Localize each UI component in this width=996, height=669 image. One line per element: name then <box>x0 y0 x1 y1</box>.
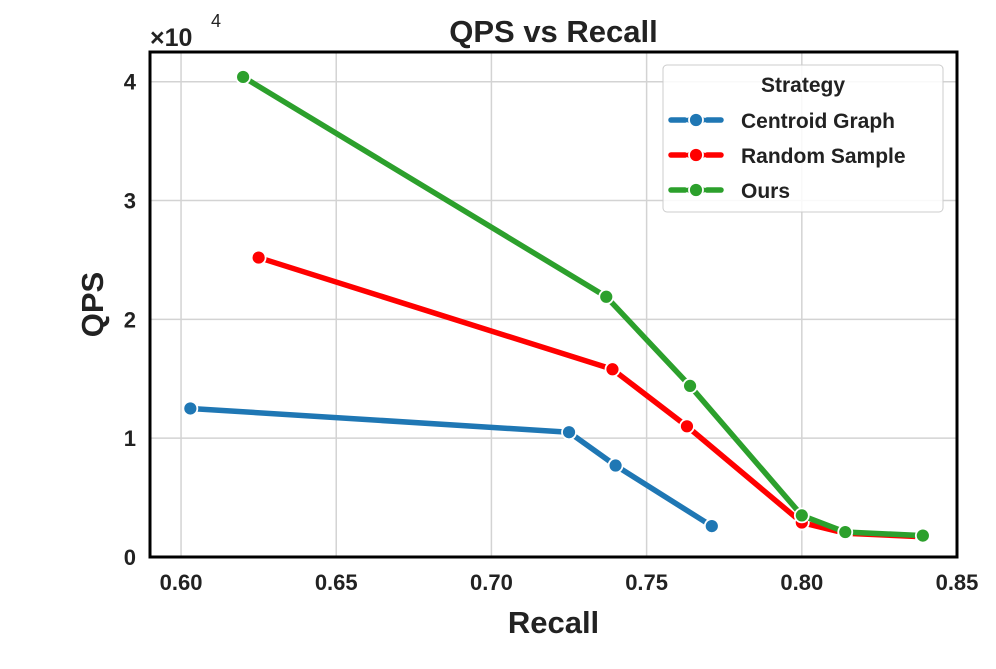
legend-entries: Centroid Graph Random Sample Ours <box>668 110 906 203</box>
y-tick-label: 1 <box>124 426 136 451</box>
series-line <box>187 405 715 529</box>
series-layer <box>182 69 931 545</box>
legend-entry: Random Sample <box>668 145 906 168</box>
legend-entry: Ours <box>668 180 790 203</box>
x-tick-label: 0.75 <box>625 570 668 595</box>
y-axis-label: QPS <box>75 272 110 337</box>
legend: Strategy Centroid Graph Random Sample Ours <box>662 64 944 213</box>
legend-label: Centroid Graph <box>741 110 895 133</box>
legend-swatch-marker <box>688 147 704 163</box>
x-tick-label: 0.85 <box>936 570 979 595</box>
tick-labels: 0.60 0.65 0.70 0.75 0.80 0.85 0 1 2 3 4 <box>124 70 979 595</box>
data-point <box>235 69 252 85</box>
legend-label: Ours <box>741 180 790 203</box>
data-point <box>679 418 695 435</box>
legend-label: Random Sample <box>741 145 906 168</box>
y-tick-label: 0 <box>124 545 136 570</box>
data-point <box>604 361 621 378</box>
x-tick-label: 0.65 <box>315 570 358 595</box>
legend-box <box>662 64 944 213</box>
legend-swatch-marker <box>688 182 704 198</box>
x-tick-label: 0.80 <box>780 570 823 595</box>
data-point <box>703 518 720 535</box>
y-axis-multiplier: ×10 4 <box>150 11 221 52</box>
legend-swatch-marker <box>688 112 704 128</box>
data-point <box>182 400 199 417</box>
series-ours <box>235 69 931 544</box>
legend-title: Strategy <box>761 74 845 97</box>
y-multiplier-base: ×10 <box>150 24 192 52</box>
data-point <box>250 249 267 266</box>
plot-frame <box>148 50 959 559</box>
x-tick-label: 0.60 <box>160 570 203 595</box>
x-tick-label: 0.70 <box>470 570 513 595</box>
data-point <box>837 524 854 540</box>
data-point <box>914 527 931 544</box>
chart-title: QPS vs Recall <box>449 14 658 49</box>
data-point <box>598 288 615 305</box>
series-centroid-graph <box>182 400 720 535</box>
data-point <box>607 457 624 474</box>
data-point <box>561 424 577 441</box>
data-point <box>682 377 698 394</box>
y-tick-label: 4 <box>124 70 137 95</box>
x-axis-label: Recall <box>508 605 599 640</box>
legend-entry: Centroid Graph <box>668 110 895 133</box>
y-tick-label: 2 <box>124 307 136 332</box>
y-tick-label: 3 <box>124 189 136 214</box>
data-point <box>793 507 810 524</box>
series-line <box>240 74 926 539</box>
y-multiplier-exponent: 4 <box>211 11 221 31</box>
